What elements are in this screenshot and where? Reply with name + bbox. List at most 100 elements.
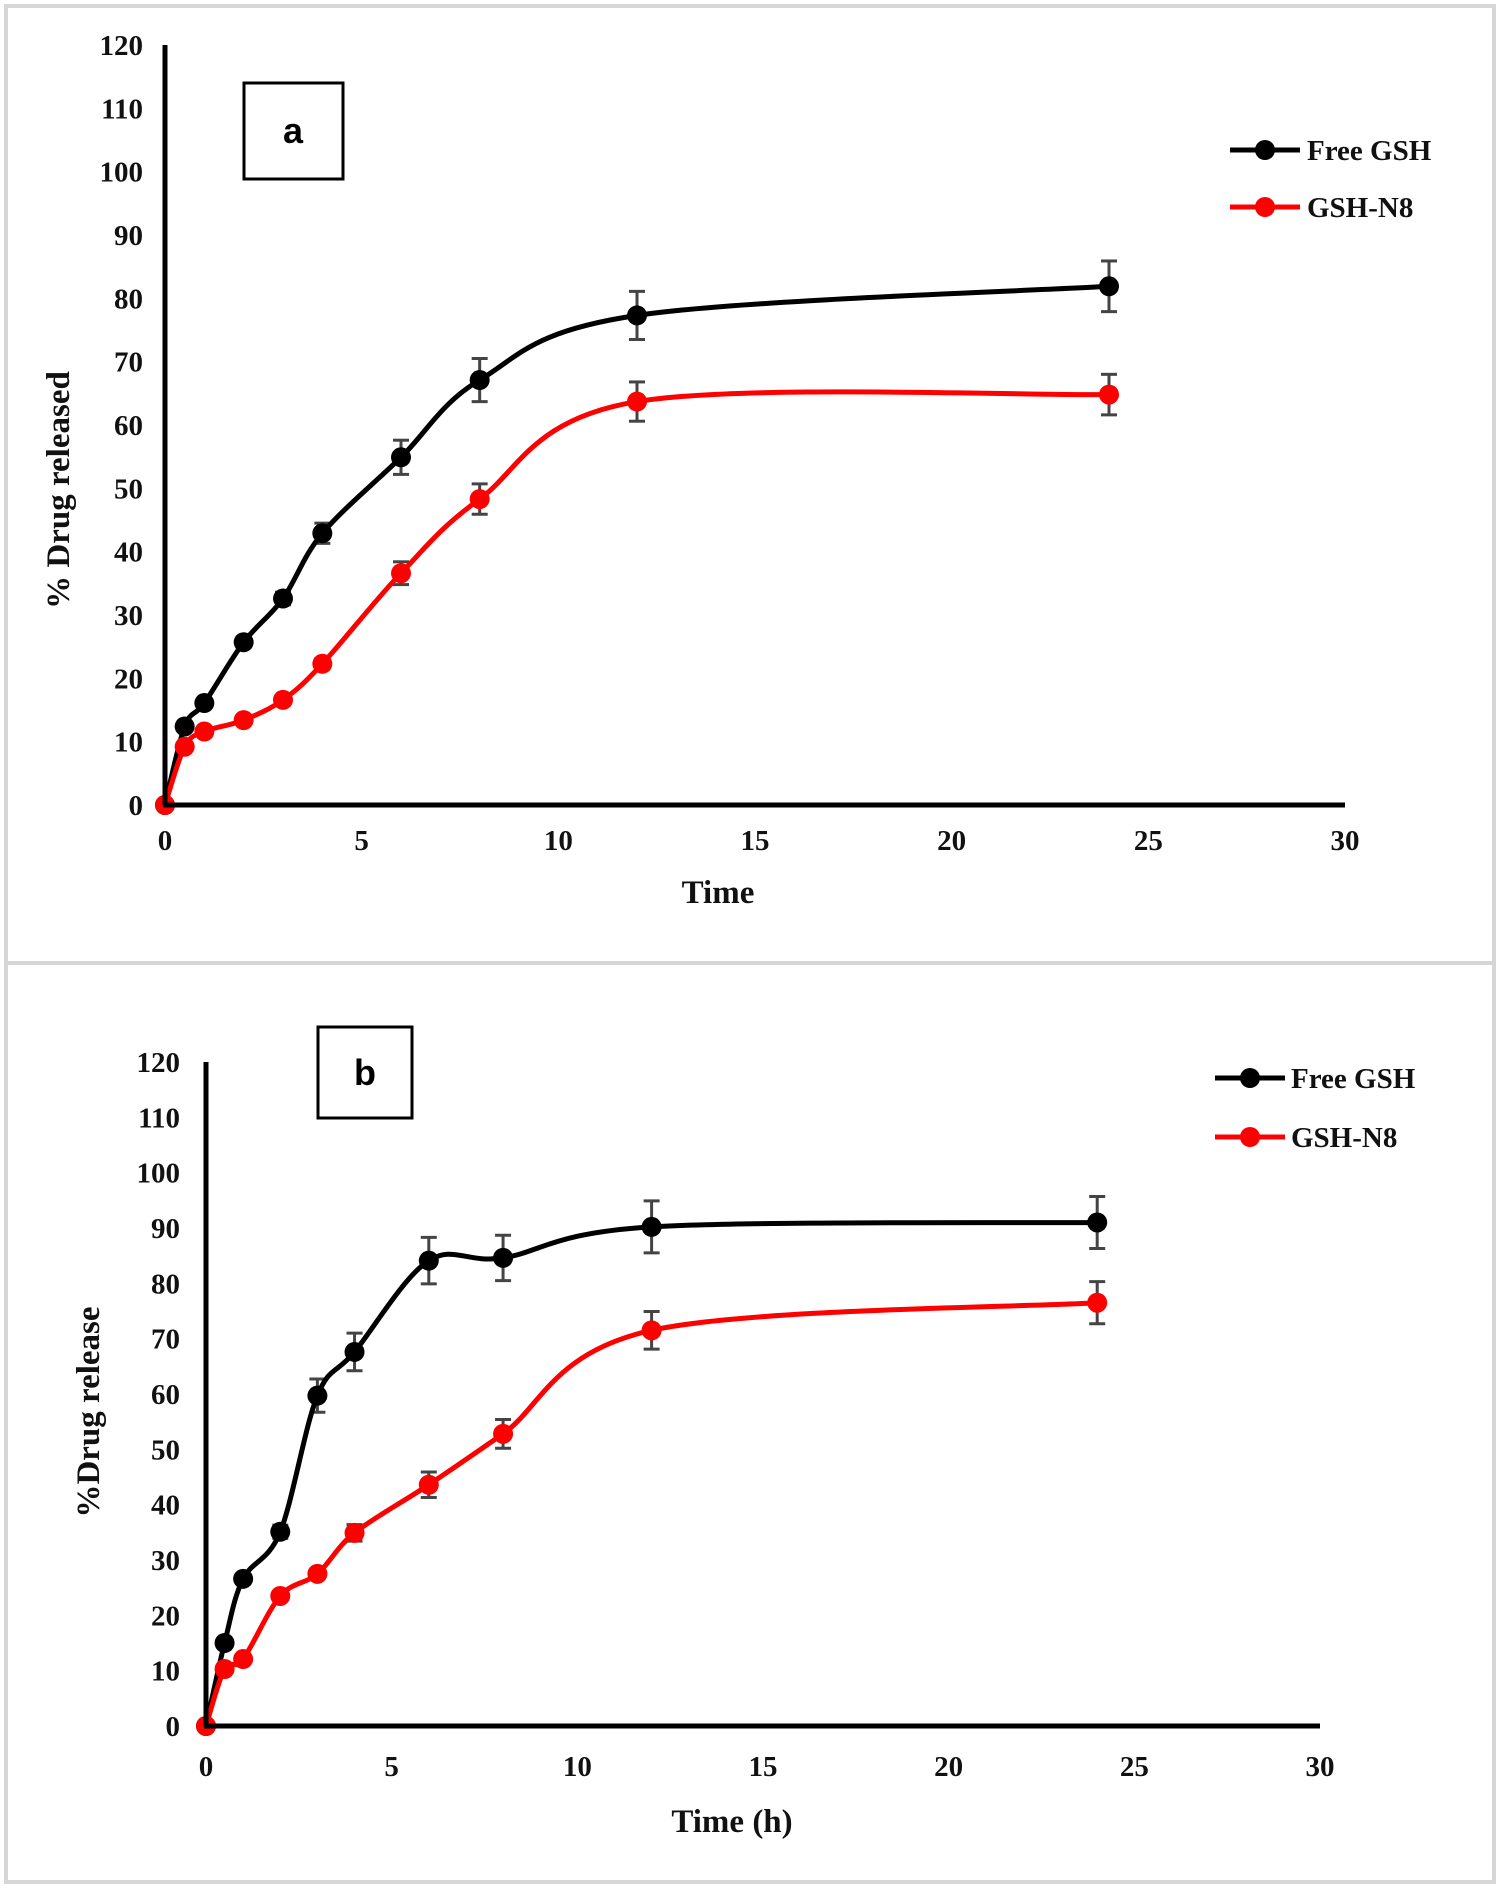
data-point-free-gsh [312, 523, 333, 544]
x-tick-labels: 0 5 10 15 20 25 30 [158, 825, 1360, 857]
y-tick-label: 60 [151, 1379, 180, 1411]
legend-item-free-gsh: Free GSH [1215, 1063, 1416, 1095]
data-point-free-gsh [469, 370, 490, 391]
panel-tag-a: a [242, 81, 345, 181]
y-axis-title: % Drug released [41, 371, 77, 609]
y-tick-label: 100 [137, 1158, 181, 1190]
x-tick-label: 10 [563, 1751, 592, 1783]
panel-tag-box [242, 81, 345, 181]
series-lines-layer [203, 1219, 1100, 1729]
y-tick-label: 110 [101, 93, 143, 125]
legend-marker-icon [1255, 197, 1275, 217]
y-tick-label: 0 [166, 1711, 181, 1743]
data-point-free-gsh [641, 1216, 662, 1237]
y-tick-label: 110 [138, 1102, 180, 1134]
y-tick-label: 50 [151, 1434, 180, 1466]
x-tick-labels: 0 5 10 15 20 25 30 [199, 1751, 1335, 1783]
series-lines-layer [162, 283, 1112, 808]
y-tick-label: 80 [151, 1268, 180, 1300]
y-tick-label: 20 [114, 663, 143, 695]
legend-item-gsh-n8: GSH-N8 [1230, 192, 1413, 224]
data-point-free-gsh [174, 716, 195, 737]
data-point-gsh-n8 [641, 1320, 662, 1341]
error-bars-layer [216, 1194, 1106, 1674]
data-point-gsh-n8 [418, 1474, 439, 1495]
x-tick-label: 15 [749, 1751, 778, 1783]
y-axis-title: %Drug release [71, 1306, 107, 1517]
y-tick-label: 50 [114, 473, 143, 505]
series-line-gsh-n8 [162, 389, 1112, 808]
y-tick-label: 70 [151, 1324, 180, 1356]
error-bars-layer [176, 259, 1117, 751]
data-point-gsh-n8 [174, 736, 195, 757]
data-point-free-gsh [1099, 276, 1119, 297]
y-tick-label: 20 [151, 1600, 180, 1632]
data-point-gsh-n8 [270, 1585, 291, 1606]
data-point-free-gsh [273, 588, 293, 609]
data-point-free-gsh [270, 1521, 291, 1542]
panel-tag-box [316, 1025, 414, 1120]
data-point-free-gsh [194, 693, 215, 714]
data-point-gsh-n8 [214, 1659, 235, 1680]
y-tick-label: 90 [151, 1213, 180, 1245]
y-tick-label: 60 [114, 410, 143, 442]
markers-layer [155, 276, 1119, 815]
legend-marker-icon [1240, 1127, 1260, 1147]
x-tick-label: 30 [1306, 1751, 1335, 1783]
y-tick-label: 40 [151, 1490, 180, 1522]
data-point-free-gsh [233, 632, 254, 653]
y-tick-label: 120 [137, 1047, 181, 1079]
y-tick-label: 100 [100, 157, 144, 189]
legend-marker-icon [1255, 140, 1275, 160]
data-point-free-gsh [344, 1341, 365, 1362]
legend: Free GSH GSH-N8 [1215, 1063, 1416, 1154]
legend-item-free-gsh: Free GSH [1230, 135, 1432, 167]
panel-tag-label: a [283, 110, 304, 151]
x-tick-label: 0 [158, 825, 173, 857]
data-point-gsh-n8 [344, 1522, 365, 1543]
y-tick-label: 40 [114, 537, 143, 569]
data-point-free-gsh [307, 1385, 328, 1406]
y-tick-label: 90 [114, 220, 143, 252]
data-point-gsh-n8 [469, 489, 490, 510]
series-line-free-gsh [162, 283, 1112, 808]
x-tick-label: 0 [199, 1751, 214, 1783]
legend-label: Free GSH [1291, 1063, 1416, 1095]
x-tick-label: 5 [354, 825, 369, 857]
data-point-gsh-n8 [391, 563, 411, 584]
data-point-free-gsh [214, 1633, 235, 1653]
y-tick-label: 10 [151, 1656, 180, 1688]
data-point-gsh-n8 [627, 391, 647, 412]
x-tick-label: 10 [544, 825, 573, 857]
y-tick-label: 0 [129, 790, 144, 822]
x-tick-label: 20 [934, 1751, 963, 1783]
data-point-free-gsh [493, 1247, 514, 1268]
legend: Free GSH GSH-N8 [1230, 135, 1432, 224]
data-point-free-gsh [1087, 1212, 1108, 1233]
data-point-gsh-n8 [307, 1563, 328, 1584]
x-tick-label: 15 [741, 825, 770, 857]
data-point-gsh-n8 [312, 653, 333, 674]
y-tick-label: 10 [114, 727, 143, 759]
x-tick-label: 5 [384, 1751, 399, 1783]
legend-marker-icon [1240, 1068, 1260, 1088]
y-tick-label: 30 [151, 1545, 180, 1577]
panel-b-border [4, 961, 1496, 1884]
data-point-free-gsh [233, 1568, 254, 1589]
y-tick-labels: 0 10 20 30 40 50 60 70 80 90 100 110 120 [100, 30, 144, 822]
data-point-gsh-n8 [233, 710, 254, 731]
legend-item-gsh-n8: GSH-N8 [1215, 1122, 1397, 1154]
y-tick-label: 120 [100, 30, 144, 62]
x-tick-label: 20 [937, 825, 966, 857]
panel-tag-b: b [316, 1025, 414, 1120]
x-axis-title: Time (h) [671, 1804, 792, 1840]
y-tick-label: 30 [114, 600, 143, 632]
legend-label: Free GSH [1307, 135, 1432, 167]
data-point-gsh-n8 [1087, 1292, 1108, 1313]
data-point-free-gsh [391, 447, 411, 468]
chart-panel-a: 0 10 20 30 40 50 60 70 80 90 100 110 120 0 5 10 15 20 25 3… [41, 30, 1432, 911]
chart-panel-b: 0 10 20 30 40 50 60 70 80 90 100 110 120 0 5 10 15 20 25 3… [71, 1025, 1416, 1840]
data-point-gsh-n8 [233, 1649, 254, 1670]
data-point-free-gsh [627, 305, 647, 326]
